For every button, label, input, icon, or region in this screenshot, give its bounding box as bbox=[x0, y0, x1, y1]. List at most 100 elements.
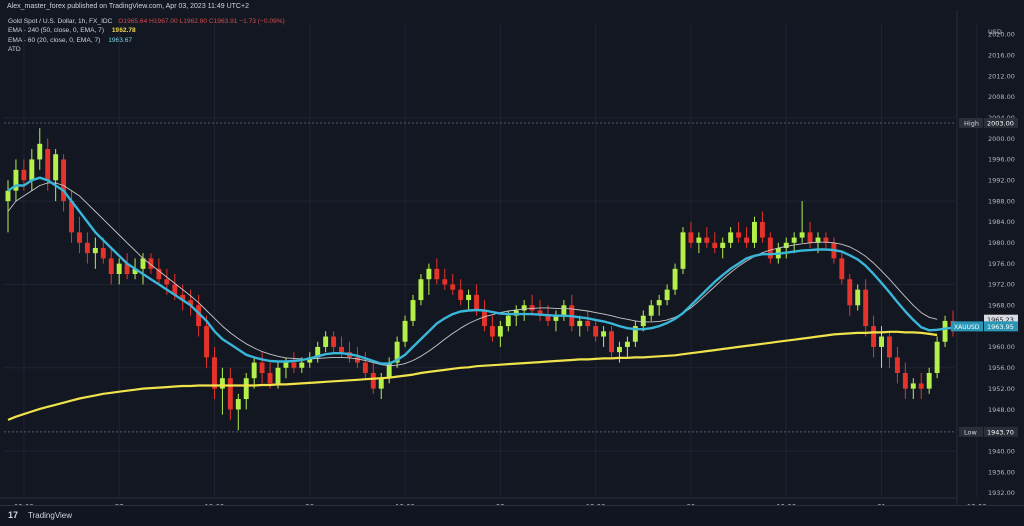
candle bbox=[13, 159, 19, 202]
candle-body bbox=[299, 362, 305, 368]
candle bbox=[418, 274, 424, 306]
candle-body bbox=[45, 149, 51, 181]
candle-body bbox=[354, 357, 360, 363]
candle-body bbox=[291, 362, 297, 368]
candle-body bbox=[736, 232, 742, 238]
candle-body bbox=[648, 305, 654, 316]
candle bbox=[61, 154, 67, 212]
candle bbox=[728, 227, 734, 248]
candle bbox=[902, 362, 908, 400]
candle bbox=[402, 315, 408, 347]
candle bbox=[553, 310, 559, 332]
candle bbox=[243, 372, 249, 410]
candle-body bbox=[29, 159, 35, 181]
tradingview-brand[interactable]: TradingView bbox=[28, 511, 73, 520]
candle-body bbox=[442, 279, 448, 285]
candle-body bbox=[815, 237, 821, 243]
legend-atd-row[interactable]: ATD bbox=[8, 45, 285, 54]
candle-body bbox=[466, 294, 472, 301]
candle-body bbox=[378, 378, 384, 389]
candle bbox=[783, 237, 789, 259]
candle bbox=[601, 326, 607, 347]
tradingview-logo-icon[interactable]: 17 bbox=[8, 510, 19, 520]
candle bbox=[235, 393, 241, 431]
candle bbox=[926, 367, 932, 394]
candle-body bbox=[712, 242, 718, 248]
candle-body bbox=[521, 305, 527, 311]
candle-body bbox=[545, 315, 551, 321]
candle bbox=[354, 346, 360, 368]
low-value-label: 1943.70 bbox=[987, 428, 1014, 436]
candle-body bbox=[767, 237, 773, 259]
candle-body bbox=[251, 362, 257, 379]
candle-body bbox=[180, 294, 186, 301]
candle-body bbox=[259, 362, 265, 373]
candle bbox=[799, 201, 805, 243]
candle bbox=[29, 149, 35, 191]
candle-body bbox=[315, 346, 321, 358]
candle bbox=[910, 378, 916, 400]
candle-body bbox=[5, 190, 11, 202]
candle bbox=[37, 128, 43, 170]
candle bbox=[331, 331, 337, 353]
candle-body bbox=[53, 154, 59, 181]
candle bbox=[315, 341, 321, 363]
candle bbox=[426, 263, 432, 295]
ema60-label: EMA - 60 (20, close, 0, EMA, 7) bbox=[8, 36, 101, 44]
high-value-label: 2003.00 bbox=[987, 119, 1014, 127]
candle bbox=[744, 227, 749, 248]
currency-label: USD bbox=[988, 28, 1002, 36]
candle bbox=[807, 221, 813, 248]
candle-body bbox=[418, 279, 424, 301]
candle-body bbox=[902, 372, 908, 389]
legend-ema240-row[interactable]: EMA - 240 (50, close, 0, EMA, 7) 1962.78 bbox=[8, 26, 285, 35]
y-tick-label: 1976.00 bbox=[988, 260, 1015, 268]
y-tick-label: 1940.00 bbox=[988, 447, 1015, 455]
candle bbox=[791, 232, 797, 254]
candle bbox=[100, 237, 106, 264]
y-tick-label: 1948.00 bbox=[988, 406, 1015, 414]
ema-price-box bbox=[984, 314, 1018, 325]
candle bbox=[466, 289, 472, 311]
candle-body bbox=[847, 279, 853, 306]
candle-body bbox=[394, 341, 400, 363]
y-tick-label: 2008.00 bbox=[988, 93, 1015, 101]
ema-price-label: 1965.23 bbox=[987, 316, 1014, 324]
candle bbox=[847, 274, 853, 316]
candle-body bbox=[910, 383, 916, 389]
candle bbox=[458, 279, 464, 306]
candle-body bbox=[823, 237, 829, 243]
candle bbox=[688, 221, 694, 248]
candle-body bbox=[148, 258, 154, 269]
candle bbox=[323, 331, 329, 353]
candle-body bbox=[156, 268, 162, 280]
candle-body bbox=[871, 326, 877, 347]
candle-body bbox=[108, 258, 114, 275]
candle-body bbox=[759, 221, 765, 238]
candle-body bbox=[69, 201, 74, 233]
candle-body bbox=[61, 159, 67, 202]
candle bbox=[918, 372, 924, 400]
legend-symbol-row[interactable]: Gold Spot / U.S. Dollar, 1h, FX_IDC O196… bbox=[8, 17, 285, 26]
candle-body bbox=[942, 320, 948, 342]
candle bbox=[45, 138, 51, 191]
candle-body bbox=[863, 289, 869, 327]
candle-body bbox=[21, 169, 27, 181]
candle bbox=[442, 268, 448, 290]
candle-body bbox=[926, 372, 932, 389]
candle bbox=[394, 336, 400, 368]
candle-body bbox=[553, 315, 559, 321]
candle-body bbox=[243, 378, 249, 400]
candle-body bbox=[879, 336, 884, 347]
candle bbox=[84, 232, 90, 264]
candle-body bbox=[601, 331, 607, 337]
chart-legend: Gold Spot / U.S. Dollar, 1h, FX_IDC O196… bbox=[8, 17, 285, 54]
candle bbox=[656, 294, 662, 316]
candle bbox=[942, 315, 948, 347]
y-tick-label: 1932.00 bbox=[988, 489, 1015, 497]
candle-body bbox=[537, 310, 543, 316]
legend-ema60-row[interactable]: EMA - 60 (20, close, 0, EMA, 7) 1963.67 bbox=[8, 36, 285, 45]
candle bbox=[124, 253, 130, 280]
